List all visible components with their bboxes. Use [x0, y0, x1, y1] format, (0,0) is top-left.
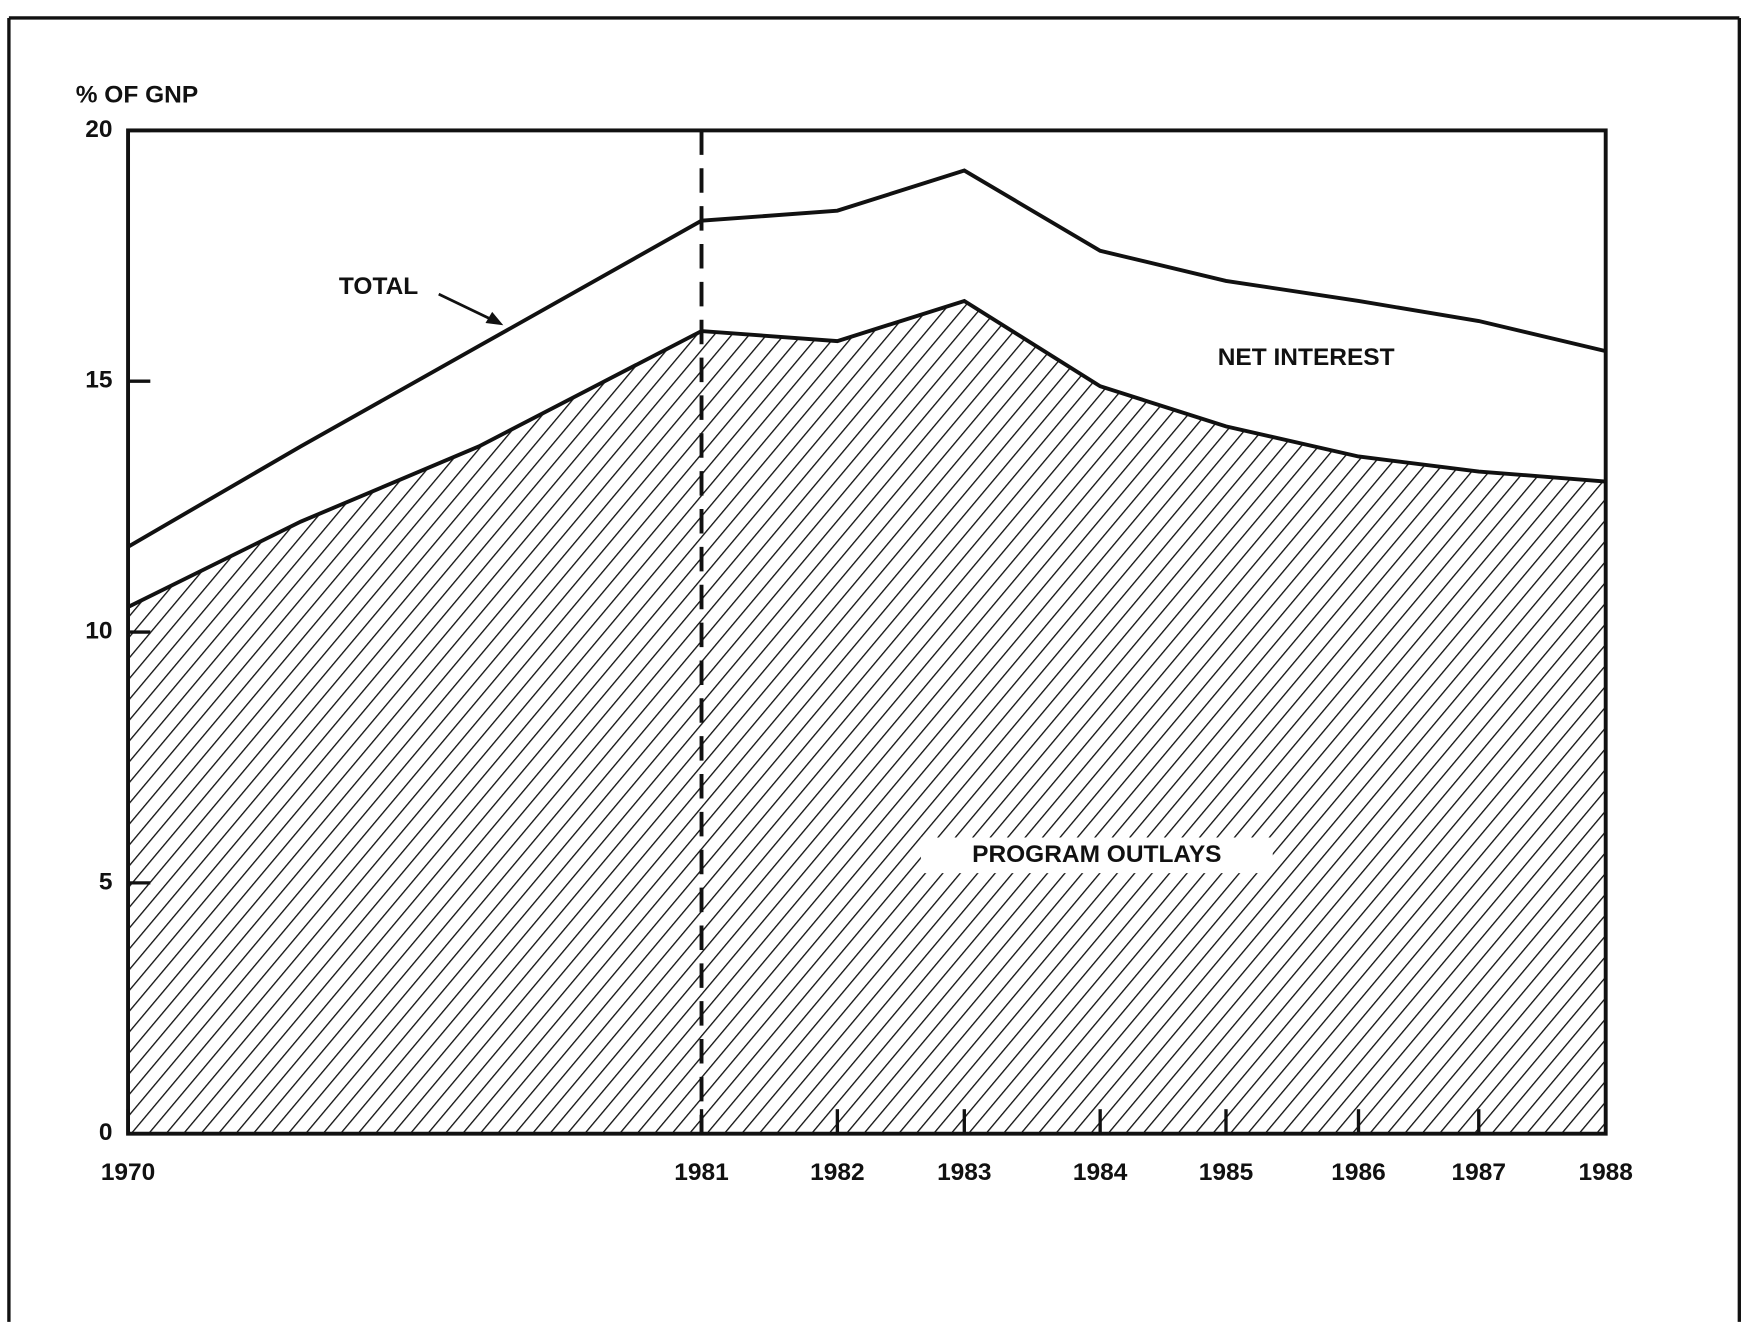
arrow-head [485, 311, 504, 326]
y-tick-label: 10 [85, 618, 112, 645]
x-tick-label: 1986 [1331, 1159, 1385, 1186]
y-tick-label: 15 [85, 367, 112, 394]
line [127, 298, 1606, 609]
y-axis-label: % OF GNP [76, 81, 198, 108]
x-tick-label: 1987 [1452, 1159, 1506, 1186]
plot-frame [126, 128, 1608, 1136]
x-tick-label: 1988 [1578, 1159, 1632, 1186]
y-tick-label: 0 [99, 1119, 113, 1146]
x-tick-label: 1970 [101, 1159, 155, 1186]
annotation: PROGRAM OUTLAYS [972, 841, 1221, 868]
line [127, 168, 1607, 549]
label-backdrop [920, 837, 1273, 874]
x-tick-label: 1981 [674, 1159, 728, 1186]
annotation: NET INTEREST [1218, 344, 1395, 371]
x-tick-label: 1983 [937, 1159, 991, 1186]
y-tick-label: 20 [85, 116, 112, 143]
area-fill [128, 300, 1606, 1134]
x-tick-label: 1982 [810, 1159, 864, 1186]
y-tick-label: 5 [99, 868, 113, 895]
x-tick-label: 1984 [1073, 1159, 1128, 1186]
annotation: TOTAL [339, 273, 418, 300]
area-fill [128, 170, 1606, 607]
x-tick-label: 1985 [1199, 1159, 1253, 1186]
